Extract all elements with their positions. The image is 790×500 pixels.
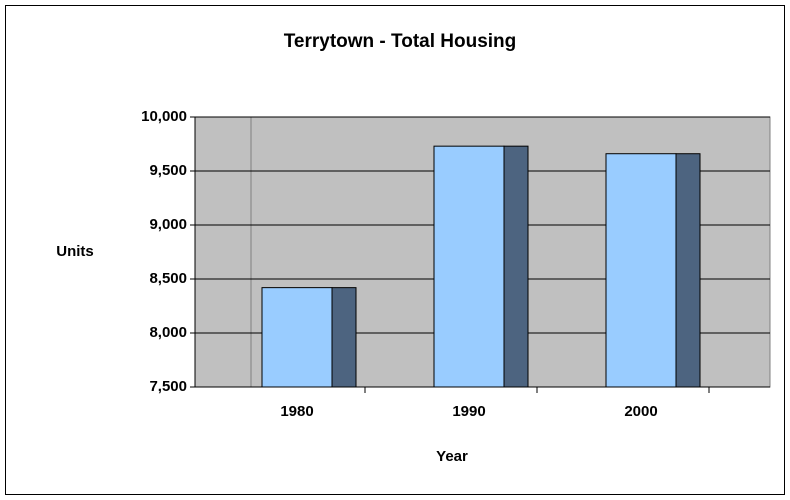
y-tick-label: 8,500	[149, 270, 187, 287]
bar	[605, 153, 677, 388]
x-tick-label: 1990	[452, 403, 485, 420]
bar-side	[331, 287, 357, 388]
bar	[433, 145, 505, 388]
y-tick-label: 10,000	[141, 108, 187, 125]
y-tick-label: 7,500	[149, 378, 187, 395]
bar-side	[503, 145, 529, 388]
x-tick-label: 2000	[624, 403, 657, 420]
bar-side	[675, 153, 701, 388]
x-axis-label: Year	[436, 448, 468, 465]
bar	[261, 287, 333, 388]
y-tick-label: 8,000	[149, 324, 187, 341]
y-tick-label: 9,500	[149, 162, 187, 179]
chart-title: Terrytown - Total Housing	[284, 31, 517, 52]
y-tick-label: 9,000	[149, 216, 187, 233]
x-tick-label: 1980	[280, 403, 313, 420]
y-axis-label: Units	[56, 243, 94, 260]
